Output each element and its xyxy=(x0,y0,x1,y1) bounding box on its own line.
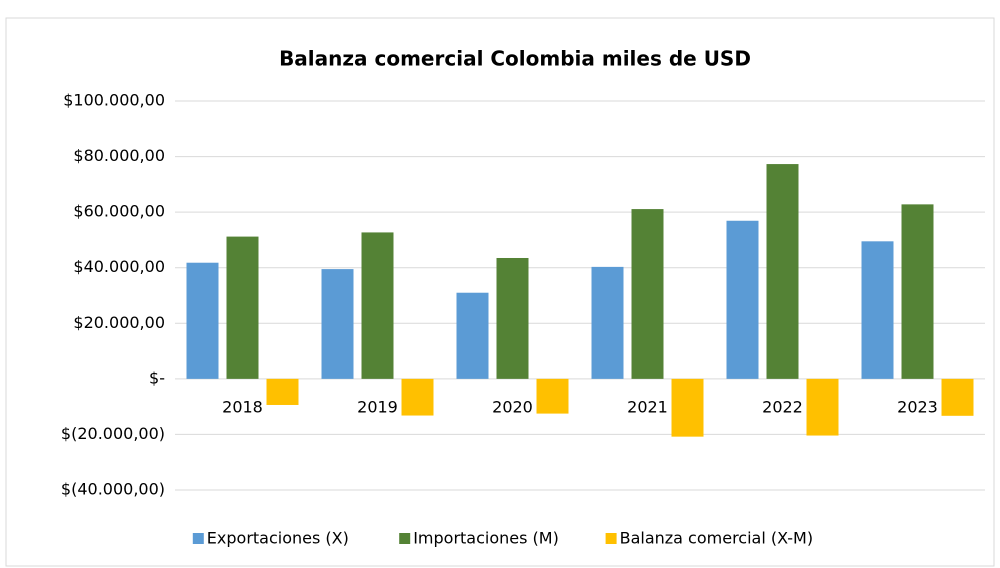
bar xyxy=(766,164,799,379)
chart-title: Balanza comercial Colombia miles de USD xyxy=(279,47,751,71)
y-tick-label: $40.000,00 xyxy=(73,257,165,276)
bar xyxy=(861,241,894,379)
x-tick-label: 2020 xyxy=(492,397,533,416)
bar xyxy=(901,204,934,379)
legend-label: Importaciones (M) xyxy=(413,529,559,548)
legend-swatch xyxy=(399,533,411,544)
bar xyxy=(671,378,704,437)
bar xyxy=(536,378,569,414)
x-tick-label: 2023 xyxy=(897,397,938,416)
bar xyxy=(321,269,354,379)
bar xyxy=(496,257,529,379)
y-tick-label: $(20.000,00) xyxy=(61,424,165,443)
bar xyxy=(806,378,839,436)
bar xyxy=(186,262,219,379)
bar xyxy=(726,220,759,379)
y-tick-label: $60.000,00 xyxy=(73,202,165,221)
bar xyxy=(361,232,394,379)
bar xyxy=(401,378,434,416)
bar xyxy=(226,236,259,379)
y-tick-label: $20.000,00 xyxy=(73,313,165,332)
y-tick-label: $100.000,00 xyxy=(63,91,165,110)
legend-label: Balanza comercial (X-M) xyxy=(620,529,814,548)
x-tick-label: 2019 xyxy=(357,397,398,416)
x-tick-label: 2018 xyxy=(222,397,263,416)
bar xyxy=(266,378,299,405)
bar xyxy=(456,292,489,379)
y-tick-label: $- xyxy=(149,368,165,387)
bar xyxy=(631,209,664,379)
bar xyxy=(591,266,624,379)
bar xyxy=(941,378,974,416)
legend-label: Exportaciones (X) xyxy=(207,529,349,548)
x-tick-label: 2021 xyxy=(627,397,668,416)
legend-swatch xyxy=(605,533,617,544)
y-tick-label: $80.000,00 xyxy=(73,146,165,165)
legend-swatch xyxy=(192,533,204,544)
x-tick-label: 2022 xyxy=(762,397,803,416)
y-tick-label: $(40.000,00) xyxy=(61,480,165,499)
